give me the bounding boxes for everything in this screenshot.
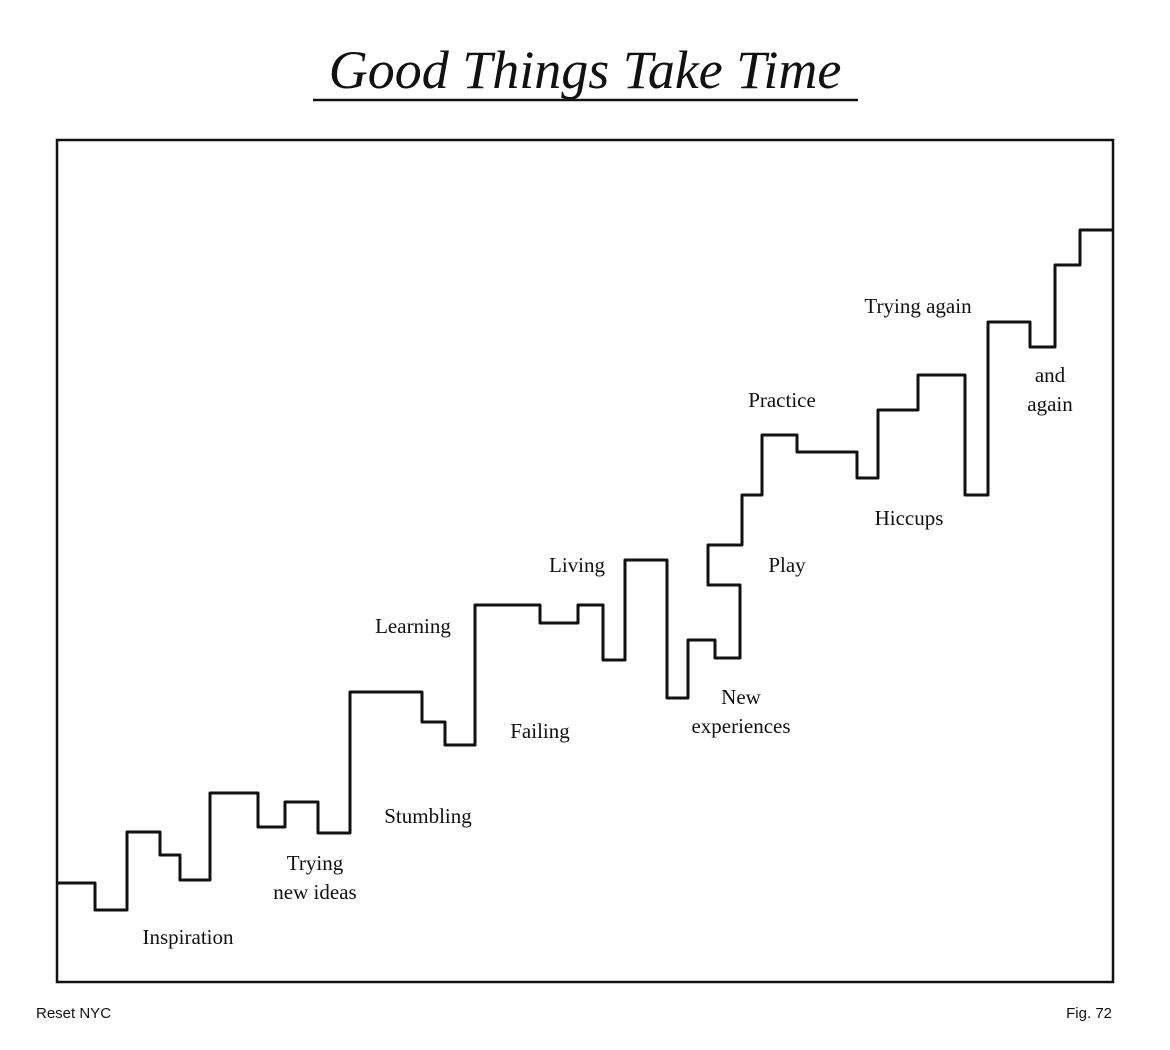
stage-label-line: Inspiration [143, 925, 234, 949]
stage-label: Trying again [864, 294, 972, 318]
stage-label: Hiccups [875, 506, 944, 530]
stage-label-line: new ideas [273, 880, 356, 904]
stage-label: Stumbling [384, 804, 472, 828]
labels: Inspiration Trying new ideas Stumbling Learn… [143, 294, 1074, 949]
stage-label: Failing [510, 719, 570, 743]
stage-label: Learning [375, 614, 451, 638]
stage-label: Play [768, 553, 806, 577]
stage-label-line: experiences [691, 714, 790, 738]
stage-label: Living [549, 553, 605, 577]
stage-label-line: Living [549, 553, 605, 577]
stage-label-line: Stumbling [384, 804, 472, 828]
stage-label-line: Learning [375, 614, 451, 638]
stage-label-line: Trying [287, 851, 344, 875]
stage-label-line: New [721, 685, 761, 709]
stage-label-line: Play [768, 553, 806, 577]
frame [55, 138, 1115, 984]
title: Good Things Take Time [329, 40, 842, 100]
footer-left: Reset NYC [36, 1005, 111, 1022]
stage-label-line: Practice [748, 388, 816, 412]
stage-label: Trying new ideas [273, 851, 356, 904]
footer-right: Fig. 72 [1066, 1005, 1112, 1022]
stage-label-line: Hiccups [875, 506, 944, 530]
stage-label-line: Trying again [864, 294, 972, 318]
stage-label: New experiences [691, 685, 790, 738]
stage-label-line: and [1035, 363, 1066, 387]
stage-label: Practice [748, 388, 816, 412]
staircase-path [57, 228, 1113, 912]
stage-label: and again [1027, 363, 1073, 416]
stage-label: Inspiration [143, 925, 234, 949]
stage-label-line: Failing [510, 719, 570, 743]
stage-label-line: again [1027, 392, 1073, 416]
